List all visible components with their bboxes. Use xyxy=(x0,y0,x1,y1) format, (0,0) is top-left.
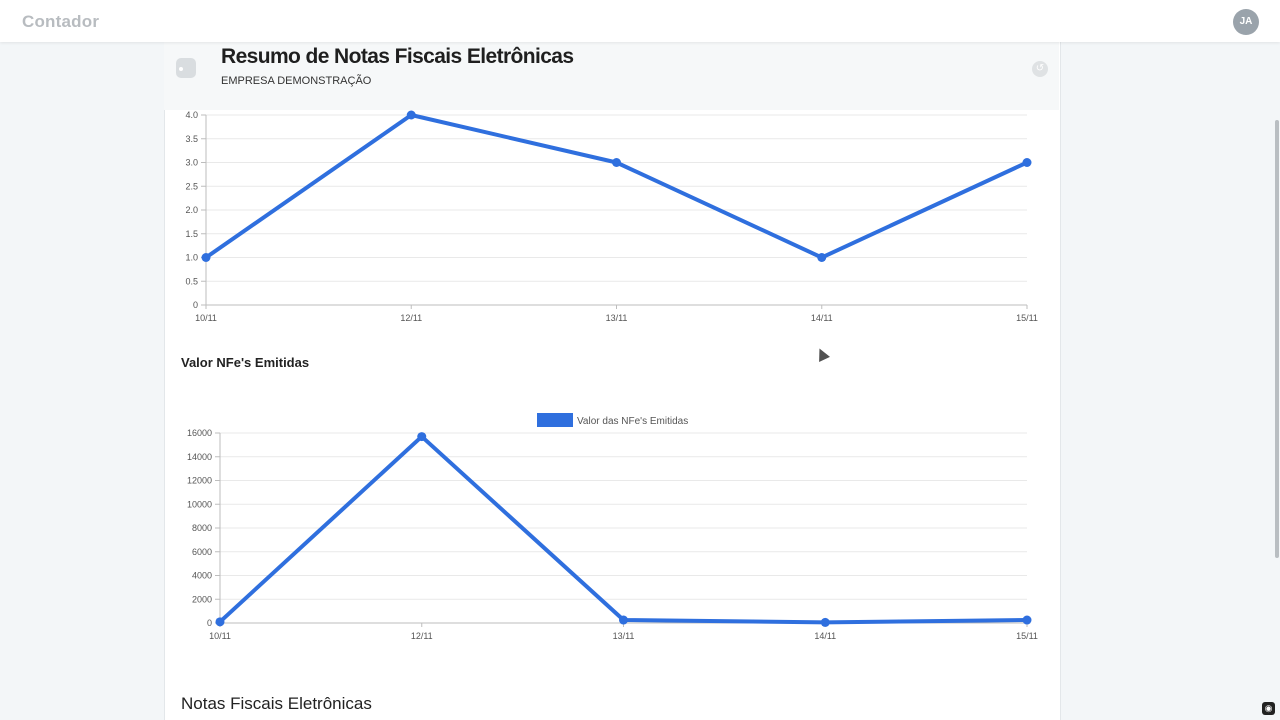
y-tick-label: 14000 xyxy=(187,452,212,462)
series-line xyxy=(218,434,1028,625)
top-bar: Contador JA xyxy=(0,0,1280,42)
y-tick-label: 2000 xyxy=(192,594,212,604)
y-tick-label: 2.0 xyxy=(185,205,198,215)
y-tick-label: 3.0 xyxy=(185,158,198,168)
data-point[interactable] xyxy=(820,617,830,627)
x-tick-label: 12/11 xyxy=(400,313,422,323)
y-tick-label: 12000 xyxy=(187,476,212,486)
y-tick-label: 0 xyxy=(193,300,198,310)
data-point[interactable] xyxy=(406,110,416,120)
y-tick-label: 10000 xyxy=(187,499,212,509)
content-panel xyxy=(164,42,1061,720)
y-tick-label: 2.5 xyxy=(185,181,198,191)
app-brand[interactable]: Contador xyxy=(22,12,100,31)
wallet-icon xyxy=(176,58,196,78)
nfe-value-chart: 0 2000 4000 6000 8000 10000 12000 14000 16000 10/… xyxy=(187,413,1038,641)
x-tick-label: 10/11 xyxy=(209,631,231,641)
legend-label[interactable]: Valor das NFe's Emitidas xyxy=(577,416,688,427)
y-tick-label: 8000 xyxy=(192,523,212,533)
y-tick-label: 1.5 xyxy=(185,229,198,239)
settings-icon[interactable]: ◉ xyxy=(1262,702,1275,715)
x-tick-label: 15/11 xyxy=(1016,631,1038,641)
y-tick-label: 0.5 xyxy=(185,276,198,286)
x-tick-label: 15/11 xyxy=(1016,313,1038,323)
y-tick-label: 4.0 xyxy=(185,110,198,120)
x-tick-label: 14/11 xyxy=(814,631,836,641)
data-point[interactable] xyxy=(612,158,621,167)
data-point[interactable] xyxy=(1022,615,1032,625)
y-tick-label: 4000 xyxy=(192,571,212,581)
x-tick-label: 12/11 xyxy=(411,631,433,641)
legend-swatch[interactable] xyxy=(537,413,573,427)
y-tick-label: 6000 xyxy=(192,547,212,557)
data-point[interactable] xyxy=(817,253,827,262)
y-tick-label: 1.0 xyxy=(185,253,198,263)
y-tick-label: 16000 xyxy=(187,428,212,438)
data-point[interactable] xyxy=(417,432,427,442)
popover-title: Resumo de Notas Fiscais Eletrônicas xyxy=(221,45,574,68)
data-point[interactable] xyxy=(215,617,225,627)
y-tick-label: 0 xyxy=(207,618,212,628)
data-point[interactable] xyxy=(619,615,628,625)
data-point[interactable] xyxy=(1022,158,1032,167)
y-tick-label: 3.5 xyxy=(185,134,198,144)
x-tick-label: 13/11 xyxy=(606,313,628,323)
close-icon[interactable]: ↺ xyxy=(1032,61,1048,77)
x-tick-label: 14/11 xyxy=(811,313,833,323)
x-tick-label: 13/11 xyxy=(613,631,635,641)
user-avatar[interactable]: JA xyxy=(1233,9,1259,35)
nfe-count-chart: 0 0.5 1.0 1.5 2.0 2.5 3.0 3.5 4.0 10/11 12/11 13/11… xyxy=(185,110,1038,323)
data-point[interactable] xyxy=(201,253,211,262)
value-chart-title: Valor NFe's Emitidas xyxy=(181,355,310,370)
x-tick-label: 10/11 xyxy=(195,313,217,323)
nfe-list-title: Notas Fiscais Eletrônicas xyxy=(181,694,372,713)
company-name: EMPRESA DEMONSTRAÇÃO xyxy=(221,75,372,87)
summary-popover: Resumo de Notas Fiscais Eletrônicas EMPR… xyxy=(164,42,1059,110)
scrollbar-thumb[interactable] xyxy=(1275,120,1279,558)
